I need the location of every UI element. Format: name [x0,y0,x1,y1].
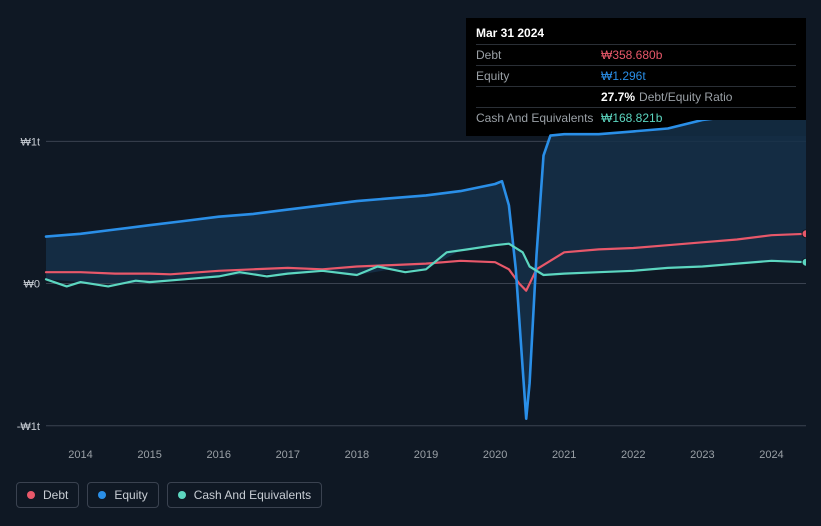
tooltip-label: Equity [476,69,601,83]
svg-text:2017: 2017 [276,449,300,460]
ratio-value: 27.7% [601,90,635,104]
svg-text:2024: 2024 [759,449,783,460]
legend-label: Cash And Equivalents [194,488,311,502]
ratio-label: Debt/Equity Ratio [639,90,732,104]
tooltip-row: 27.7% Debt/Equity Ratio [476,86,796,107]
tooltip-date: Mar 31 2024 [476,26,796,44]
svg-text:-₩1t: -₩1t [17,421,40,433]
chart-tooltip: Mar 31 2024 Debt ₩358.680b Equity ₩1.296… [466,18,806,136]
svg-text:2019: 2019 [414,449,438,460]
tooltip-label [476,90,601,104]
tooltip-value: 27.7% Debt/Equity Ratio [601,90,796,104]
legend-dot [27,491,35,499]
legend-dot [98,491,106,499]
chart-svg: ₩1t ₩0 -₩1t 2014 2015 2016 2017 2018 2019 2020 202… [16,120,806,460]
legend-dot [178,491,186,499]
svg-text:2015: 2015 [137,449,161,460]
tooltip-row: Debt ₩358.680b [476,44,796,65]
legend-item-cash[interactable]: Cash And Equivalents [167,482,322,508]
chart-legend: Debt Equity Cash And Equivalents [16,482,322,508]
svg-text:2022: 2022 [621,449,645,460]
tooltip-value: ₩358.680b [601,48,796,62]
svg-text:2018: 2018 [345,449,369,460]
debt-equity-chart[interactable]: ₩1t ₩0 -₩1t 2014 2015 2016 2017 2018 2019 2020 202… [16,120,806,460]
legend-label: Equity [114,488,147,502]
svg-text:2016: 2016 [206,449,230,460]
svg-text:₩0: ₩0 [24,279,41,291]
svg-text:₩1t: ₩1t [20,136,40,148]
tooltip-value: ₩1.296t [601,69,796,83]
tooltip-label: Debt [476,48,601,62]
legend-label: Debt [43,488,68,502]
svg-text:2020: 2020 [483,449,507,460]
tooltip-row: Equity ₩1.296t [476,65,796,86]
svg-text:2021: 2021 [552,449,576,460]
legend-item-equity[interactable]: Equity [87,482,158,508]
svg-text:2023: 2023 [690,449,714,460]
legend-item-debt[interactable]: Debt [16,482,79,508]
svg-text:2014: 2014 [68,449,92,460]
